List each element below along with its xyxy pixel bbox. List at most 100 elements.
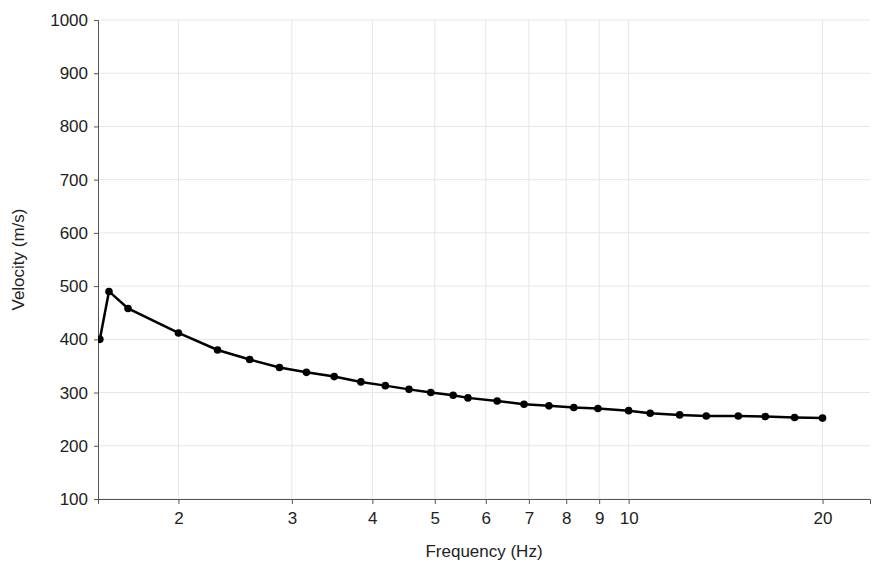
x-tick-mark (599, 499, 600, 504)
y-tick-mark (94, 73, 98, 74)
curve-point (303, 369, 311, 377)
curve-point (105, 288, 113, 296)
y-grid-line (98, 179, 870, 180)
y-tick-label: 200 (60, 437, 88, 456)
y-tick-label: 1000 (50, 11, 88, 30)
curve-point (214, 346, 222, 354)
y-tick-mark (94, 339, 98, 340)
y-tick-label: 900 (60, 64, 88, 83)
x-tick-label: 2 (174, 509, 183, 528)
y-axis-line (94, 21, 99, 500)
y-tick-mark (94, 499, 98, 500)
x-tick-label: 9 (595, 509, 604, 528)
y-grid-line (98, 20, 870, 21)
y-tick: 300 (60, 383, 98, 402)
curve-point (545, 402, 553, 410)
x-tick-mark (486, 499, 487, 504)
x-tick-label: 8 (562, 509, 571, 528)
x-tick-label: 10 (620, 509, 639, 528)
y-tick: 600 (60, 224, 98, 243)
x-tick: 3 (288, 499, 297, 528)
y-axis-title: Velocity (m/s) (9, 208, 28, 310)
x-tick-mark (823, 499, 824, 504)
x-tick-mark (566, 499, 567, 504)
curve-point (276, 364, 284, 372)
y-grid-line (98, 73, 870, 74)
x-tick: 9 (595, 499, 604, 528)
x-tick: 4 (368, 499, 377, 528)
x-grid-line (372, 20, 373, 499)
y-tick: 700 (60, 171, 98, 190)
grid (98, 20, 870, 499)
y-grid-line (98, 286, 870, 287)
x-axis-title: Frequency (Hz) (425, 542, 542, 561)
y-tick: 400 (60, 330, 98, 349)
y-tick: 100 (60, 490, 98, 509)
y-tick-mark (94, 286, 98, 287)
curve-point (464, 394, 472, 402)
y-tick-label: 700 (60, 171, 88, 190)
x-axis-line (99, 500, 871, 505)
curve-point (734, 412, 742, 420)
x-tick-mark (372, 499, 373, 504)
y-tick-mark (94, 233, 98, 234)
x-grid-line (434, 20, 435, 499)
x-tick-mark (435, 499, 436, 504)
y-tick-label: 800 (60, 117, 88, 136)
y-axis: 100 200 300 400 500 600 700 800 900 1000 (50, 11, 98, 509)
x-tick-label: 7 (525, 509, 534, 528)
y-tick-label: 500 (60, 277, 88, 296)
x-tick: 5 (431, 499, 440, 528)
y-tick: 200 (60, 437, 98, 456)
y-tick: 500 (60, 277, 98, 296)
plot: 2345678910201002003004005006007008009001… (50, 11, 870, 528)
curve-point (98, 336, 104, 344)
x-tick-label: 5 (431, 509, 440, 528)
curve-point (357, 378, 365, 386)
curve-point (676, 411, 684, 419)
y-tick-mark (94, 180, 98, 181)
y-tick: 900 (60, 64, 98, 83)
x-tick: 20 (814, 499, 833, 528)
curve-point (762, 413, 770, 421)
curve-point (625, 407, 633, 415)
y-tick-mark (94, 446, 98, 447)
curve-point (427, 389, 435, 397)
y-tick: 800 (60, 117, 98, 136)
y-tick-label: 600 (60, 224, 88, 243)
x-tick: 10 (620, 499, 639, 528)
y-grid-line (98, 126, 870, 127)
curve-point (330, 373, 338, 381)
x-grid-line (566, 20, 567, 499)
x-tick-label: 3 (288, 509, 297, 528)
curve-point (382, 382, 390, 390)
curve-point (493, 397, 501, 405)
x-tick: 8 (562, 499, 571, 528)
curve-point (124, 305, 132, 313)
x-grid-line (822, 20, 823, 499)
dispersion-curve (100, 291, 823, 418)
x-tick-mark (292, 499, 293, 504)
y-grid-line (98, 232, 870, 233)
x-axis: 2 3 4 5 6 7 8 9 10 20 (99, 499, 871, 528)
chart: 2345678910201002003004005006007008009001… (0, 0, 875, 569)
x-tick: 7 (525, 499, 534, 528)
y-grid-line (98, 445, 870, 446)
curve-point (594, 405, 602, 413)
x-tick-mark (178, 499, 179, 504)
x-grid-line (528, 20, 529, 499)
x-grid-line (485, 20, 486, 499)
curve-point (449, 391, 457, 399)
x-tick-mark (629, 499, 630, 504)
x-grid-line (599, 20, 600, 499)
y-grid-line (98, 392, 870, 393)
curve-point (570, 404, 578, 412)
x-grid-line (178, 20, 179, 499)
y-tick-mark (94, 20, 98, 21)
y-tick-label: 400 (60, 330, 88, 349)
y-tick-mark (94, 126, 98, 127)
y-tick: 1000 (50, 11, 98, 30)
y-tick-label: 300 (60, 383, 88, 402)
x-tick: 6 (482, 499, 491, 528)
x-tick-label: 6 (482, 509, 491, 528)
